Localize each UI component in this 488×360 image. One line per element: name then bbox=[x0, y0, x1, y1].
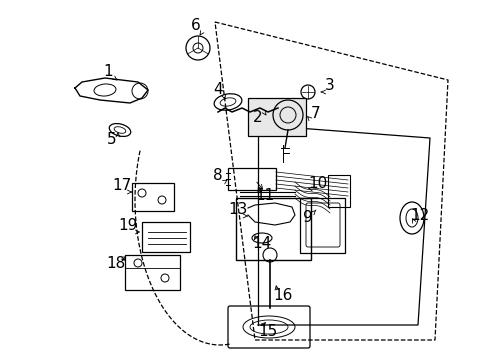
Text: 10: 10 bbox=[308, 175, 327, 190]
Text: 8: 8 bbox=[213, 168, 223, 184]
Text: 5: 5 bbox=[107, 132, 117, 148]
Text: 2: 2 bbox=[253, 111, 262, 126]
Text: 18: 18 bbox=[106, 256, 125, 270]
Text: 4: 4 bbox=[213, 82, 223, 98]
Text: 3: 3 bbox=[325, 78, 334, 94]
Text: 9: 9 bbox=[303, 211, 312, 225]
Text: 19: 19 bbox=[118, 219, 138, 234]
Text: 7: 7 bbox=[310, 105, 320, 121]
Text: 14: 14 bbox=[252, 235, 271, 251]
FancyBboxPatch shape bbox=[247, 98, 305, 136]
Text: 15: 15 bbox=[258, 324, 277, 339]
Text: 16: 16 bbox=[273, 288, 292, 303]
Text: 12: 12 bbox=[409, 208, 429, 224]
Text: 6: 6 bbox=[191, 18, 201, 33]
Text: 11: 11 bbox=[255, 189, 274, 203]
Text: 1: 1 bbox=[103, 64, 113, 80]
Text: 13: 13 bbox=[228, 202, 247, 217]
Text: 17: 17 bbox=[112, 179, 131, 194]
